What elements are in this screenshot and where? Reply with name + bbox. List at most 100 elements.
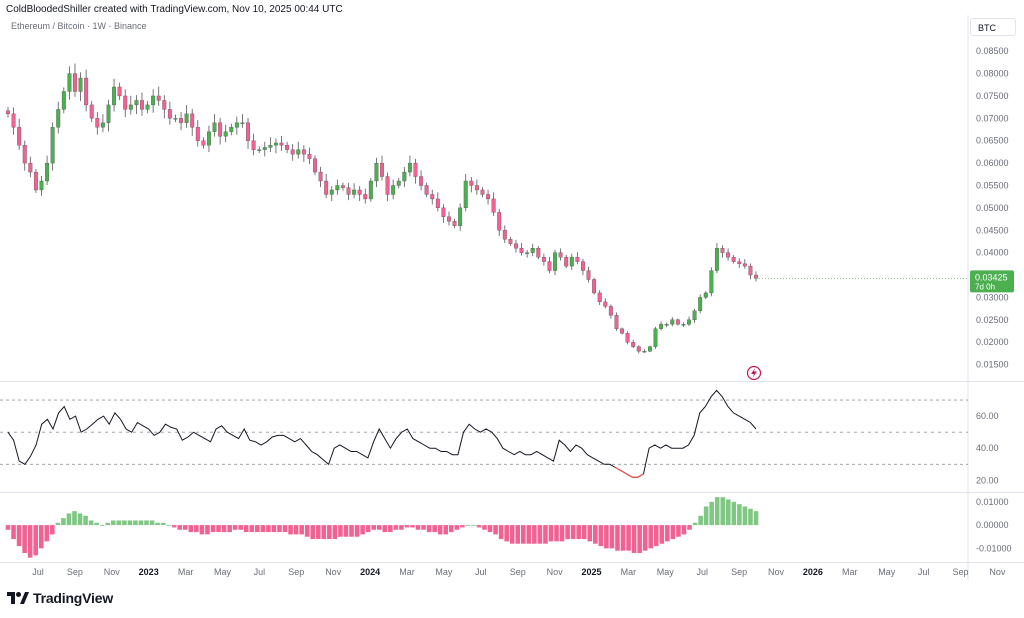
price-tick-label: 0.04500	[976, 225, 1009, 235]
time-tick-label: Mar	[399, 567, 415, 577]
histogram-bar	[310, 525, 316, 540]
histogram-bar	[709, 501, 714, 526]
candle-body	[703, 292, 708, 298]
candle-body	[61, 91, 66, 110]
histogram-bar	[631, 525, 637, 554]
candle-body	[28, 162, 33, 173]
lightning-bolt-icon[interactable]	[746, 365, 762, 381]
histogram-bar	[66, 513, 72, 526]
candle-body	[564, 256, 569, 267]
histogram-bar	[83, 515, 88, 526]
histogram-bar	[99, 525, 105, 526]
candle-body	[56, 109, 61, 128]
histogram-bar	[498, 525, 504, 540]
histogram-bar	[44, 525, 50, 542]
candle-body	[569, 256, 574, 267]
time-tick-label: Sep	[288, 567, 304, 577]
candle-body	[39, 180, 44, 191]
histogram-bar	[155, 522, 160, 526]
time-tick-label: 2023	[139, 567, 159, 577]
histogram-bar	[349, 525, 354, 537]
time-tick-label: Nov	[989, 567, 1006, 577]
candle-body	[329, 189, 334, 195]
candle-body	[469, 180, 474, 186]
candle-body	[502, 230, 507, 240]
histogram-bar	[626, 525, 631, 551]
histogram-bar	[471, 525, 476, 526]
histogram-bar	[110, 520, 116, 526]
histogram-bar	[22, 525, 27, 554]
histogram-bar	[315, 525, 321, 540]
histogram-bar	[365, 525, 371, 533]
candle-body	[340, 185, 345, 188]
tradingview-logo-icon	[7, 592, 29, 604]
histogram-bar	[188, 525, 194, 533]
candle-body	[726, 252, 731, 258]
candle-body	[296, 149, 301, 155]
candle-body	[100, 122, 105, 128]
candle-body	[50, 127, 55, 164]
histogram-bar	[260, 525, 266, 533]
histogram-bar	[221, 525, 227, 533]
candle-body	[458, 207, 463, 226]
candle-body	[441, 207, 446, 217]
candle-body	[301, 149, 306, 155]
time-tick-label: Nov	[104, 567, 121, 577]
candle-body	[424, 185, 429, 195]
candle-body	[447, 216, 451, 222]
time-tick-label: Mar	[842, 567, 858, 577]
histogram-bar	[454, 525, 460, 530]
histogram-bar	[72, 511, 77, 526]
candle-body	[547, 261, 552, 271]
candle-body	[575, 256, 580, 262]
candle-body	[586, 270, 591, 280]
histogram-bar	[593, 525, 598, 544]
candle-body	[273, 142, 278, 146]
candle-body	[134, 100, 139, 106]
candle-body	[33, 171, 38, 191]
candle-body	[279, 142, 284, 146]
candle-body	[748, 265, 753, 276]
candle-body	[257, 149, 262, 151]
candle-body	[402, 171, 407, 182]
histogram-bar	[570, 525, 576, 540]
time-tick-label: Jul	[696, 567, 708, 577]
histogram-bar	[648, 525, 654, 549]
candle-body	[597, 292, 602, 303]
candle-body	[17, 127, 22, 146]
candle-body	[508, 239, 513, 244]
histogram-bar	[753, 511, 759, 526]
histogram-bar	[565, 525, 570, 540]
brand-logo[interactable]: TradingView	[7, 590, 113, 606]
candle-body	[234, 122, 239, 128]
candle-body	[117, 86, 122, 97]
time-tick-label: May	[878, 567, 896, 577]
price-tick-label: 0.06000	[976, 158, 1009, 168]
histogram-bar	[149, 520, 155, 526]
histogram-bar	[138, 520, 144, 526]
histogram-bar	[576, 525, 581, 540]
histogram-bar	[687, 525, 692, 530]
axes: 0.08500 0.08000 0.07500 0.07000 0.06500 0.060…	[32, 46, 1011, 577]
histogram-bar	[205, 525, 210, 535]
histogram-bar	[620, 525, 626, 551]
candle-body	[525, 252, 530, 254]
candle-body	[22, 145, 27, 164]
histogram-bar	[299, 525, 304, 535]
currency-tag[interactable]: BTC	[970, 18, 1016, 36]
histogram-bar	[88, 520, 94, 526]
candle-body	[173, 118, 178, 120]
oscillator-tick-label: 40.00	[976, 443, 999, 453]
histogram-bar	[415, 525, 421, 530]
candle-body	[357, 189, 362, 195]
histogram-bar	[5, 525, 11, 530]
histogram-bar	[676, 525, 681, 537]
histogram-bar	[720, 497, 726, 526]
histogram-bar	[271, 525, 277, 533]
candle-body	[413, 162, 418, 177]
histogram-bar	[615, 525, 620, 551]
candle-body	[45, 162, 50, 182]
histogram-bar	[338, 525, 343, 537]
candle-body	[218, 122, 223, 137]
